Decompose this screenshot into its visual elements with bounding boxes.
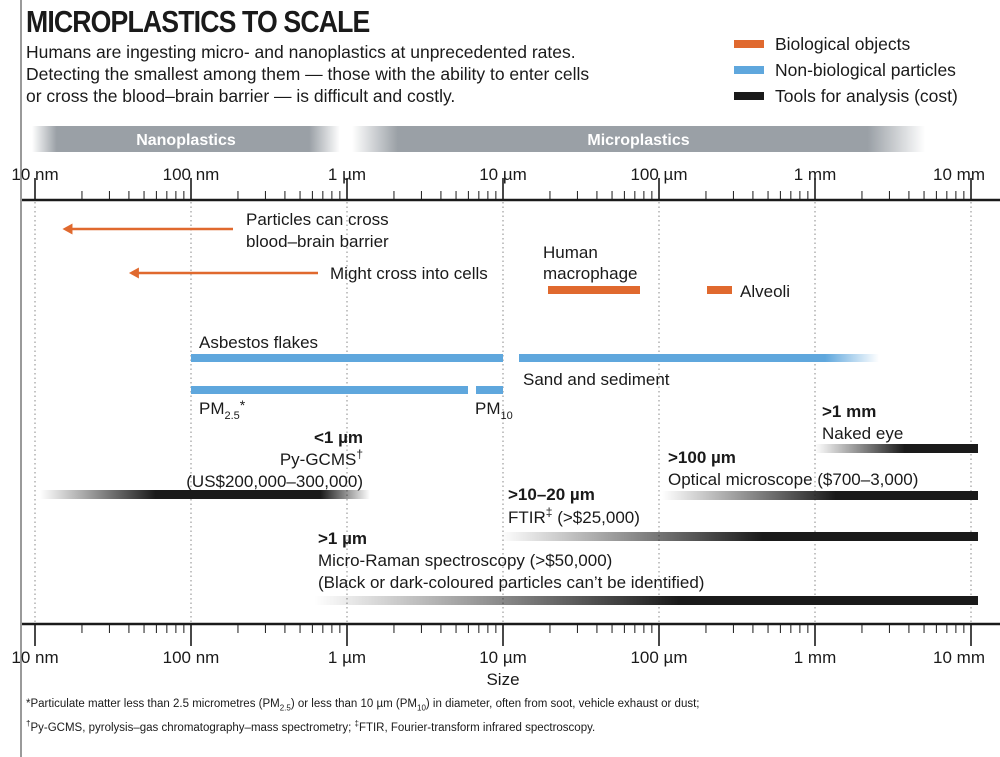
arrow-label: Particles can cross — [246, 210, 389, 229]
legend-swatch-tools — [734, 92, 764, 100]
label-sand-sediment: Sand and sediment — [523, 370, 670, 389]
bar-naked-eye — [815, 444, 978, 453]
legend-item-non-biological: Non-biological particles — [734, 57, 958, 83]
bar-human-macrophage — [548, 286, 640, 294]
label-human-macrophage-1: Human — [543, 243, 598, 262]
size-class-band-nanoplastics — [32, 126, 340, 152]
tick-label-top: 1 mm — [794, 165, 837, 184]
size-class-band-microplastics — [352, 126, 925, 152]
threshold-py-gcms: <1 µm — [314, 428, 363, 447]
label-asbestos-flakes: Asbestos flakes — [199, 333, 318, 352]
threshold-micro-raman: >1 µm — [318, 529, 367, 548]
footnote-line-2: †Py-GCMS, pyrolysis–gas chromatography–m… — [26, 719, 596, 735]
bar-pm10 — [476, 386, 503, 394]
bar-asbestos-flakes — [191, 354, 503, 362]
legend-item-tools: Tools for analysis (cost) — [734, 83, 958, 109]
size-class-label-microplastics: Microplastics — [587, 132, 689, 149]
size-class-label-nanoplastics: Nanoplastics — [136, 132, 236, 149]
legend-item-biological: Biological objects — [734, 31, 958, 57]
footnote: *Particulate matter less than 2.5 microm… — [26, 696, 700, 736]
name-optical-microscope: Optical microscope ($700–3,000) — [668, 470, 918, 489]
legend-label-biological: Biological objects — [775, 33, 911, 54]
tick-label-top: 100 µm — [630, 165, 687, 184]
legend-label-tools: Tools for analysis (cost) — [775, 85, 958, 106]
cost-py-gcms: (US$200,000–300,000) — [186, 472, 363, 491]
bar-optical-microscope — [662, 491, 978, 500]
chart-subtitle: Humans are ingesting micro- and nanoplas… — [26, 42, 590, 106]
label-alveoli: Alveoli — [740, 282, 790, 301]
bar-alveoli — [707, 286, 732, 294]
legend-label-non-biological: Non-biological particles — [775, 59, 956, 80]
bar-ftir — [500, 532, 978, 541]
name-micro-raman: Micro-Raman spectroscopy (>$50,000) — [318, 551, 612, 570]
tick-label-top: 10 µm — [479, 165, 527, 184]
legend: Biological objects Non-biological partic… — [734, 31, 958, 109]
threshold-ftir: >10–20 µm — [508, 485, 595, 504]
bar-micro-raman — [314, 596, 978, 605]
arrow-label: blood–brain barrier — [246, 232, 389, 251]
tick-label-bottom: 100 µm — [630, 648, 687, 667]
chart-title: MICROPLASTICS TO SCALE — [26, 4, 370, 39]
tick-label-top: 100 nm — [163, 165, 220, 184]
threshold-optical-microscope: >100 µm — [668, 448, 736, 467]
threshold-naked-eye: >1 mm — [822, 402, 876, 421]
arrow-label: Might cross into cells — [330, 264, 488, 283]
label-human-macrophage-2: macrophage — [543, 264, 638, 283]
legend-swatch-biological — [734, 40, 764, 48]
bar-py-gcms — [40, 490, 370, 499]
left-rule — [20, 0, 22, 757]
bar-sand-sediment — [519, 354, 879, 362]
arrowhead — [128, 267, 139, 279]
tick-label-bottom: 10 nm — [11, 648, 58, 667]
footnote-line-1: *Particulate matter less than 2.5 microm… — [26, 698, 700, 713]
tick-label-bottom: 1 µm — [328, 648, 366, 667]
tick-label-top: 1 µm — [328, 165, 366, 184]
tick-label-bottom: 100 nm — [163, 648, 220, 667]
name-py-gcms: Py-GCMS† — [280, 447, 363, 469]
name-ftir: FTIR‡ (>$25,000) — [508, 505, 640, 527]
tick-label-bottom: 1 mm — [794, 648, 837, 667]
tick-label-top: 10 mm — [933, 165, 985, 184]
label-pm2-5: PM2.5* — [199, 397, 246, 422]
name-naked-eye: Naked eye — [822, 424, 903, 443]
tick-label-top: 10 nm — [11, 165, 58, 184]
tick-label-bottom: 10 µm — [479, 648, 527, 667]
tick-label-bottom: 10 mm — [933, 648, 985, 667]
axis-label-size: Size — [486, 670, 519, 689]
note-micro-raman: (Black or dark-coloured particles can’t … — [318, 573, 704, 592]
legend-swatch-non-biological — [734, 66, 764, 74]
bar-pm2-5 — [191, 386, 468, 394]
arrowhead — [62, 223, 73, 235]
label-pm10: PM10 — [475, 399, 513, 422]
